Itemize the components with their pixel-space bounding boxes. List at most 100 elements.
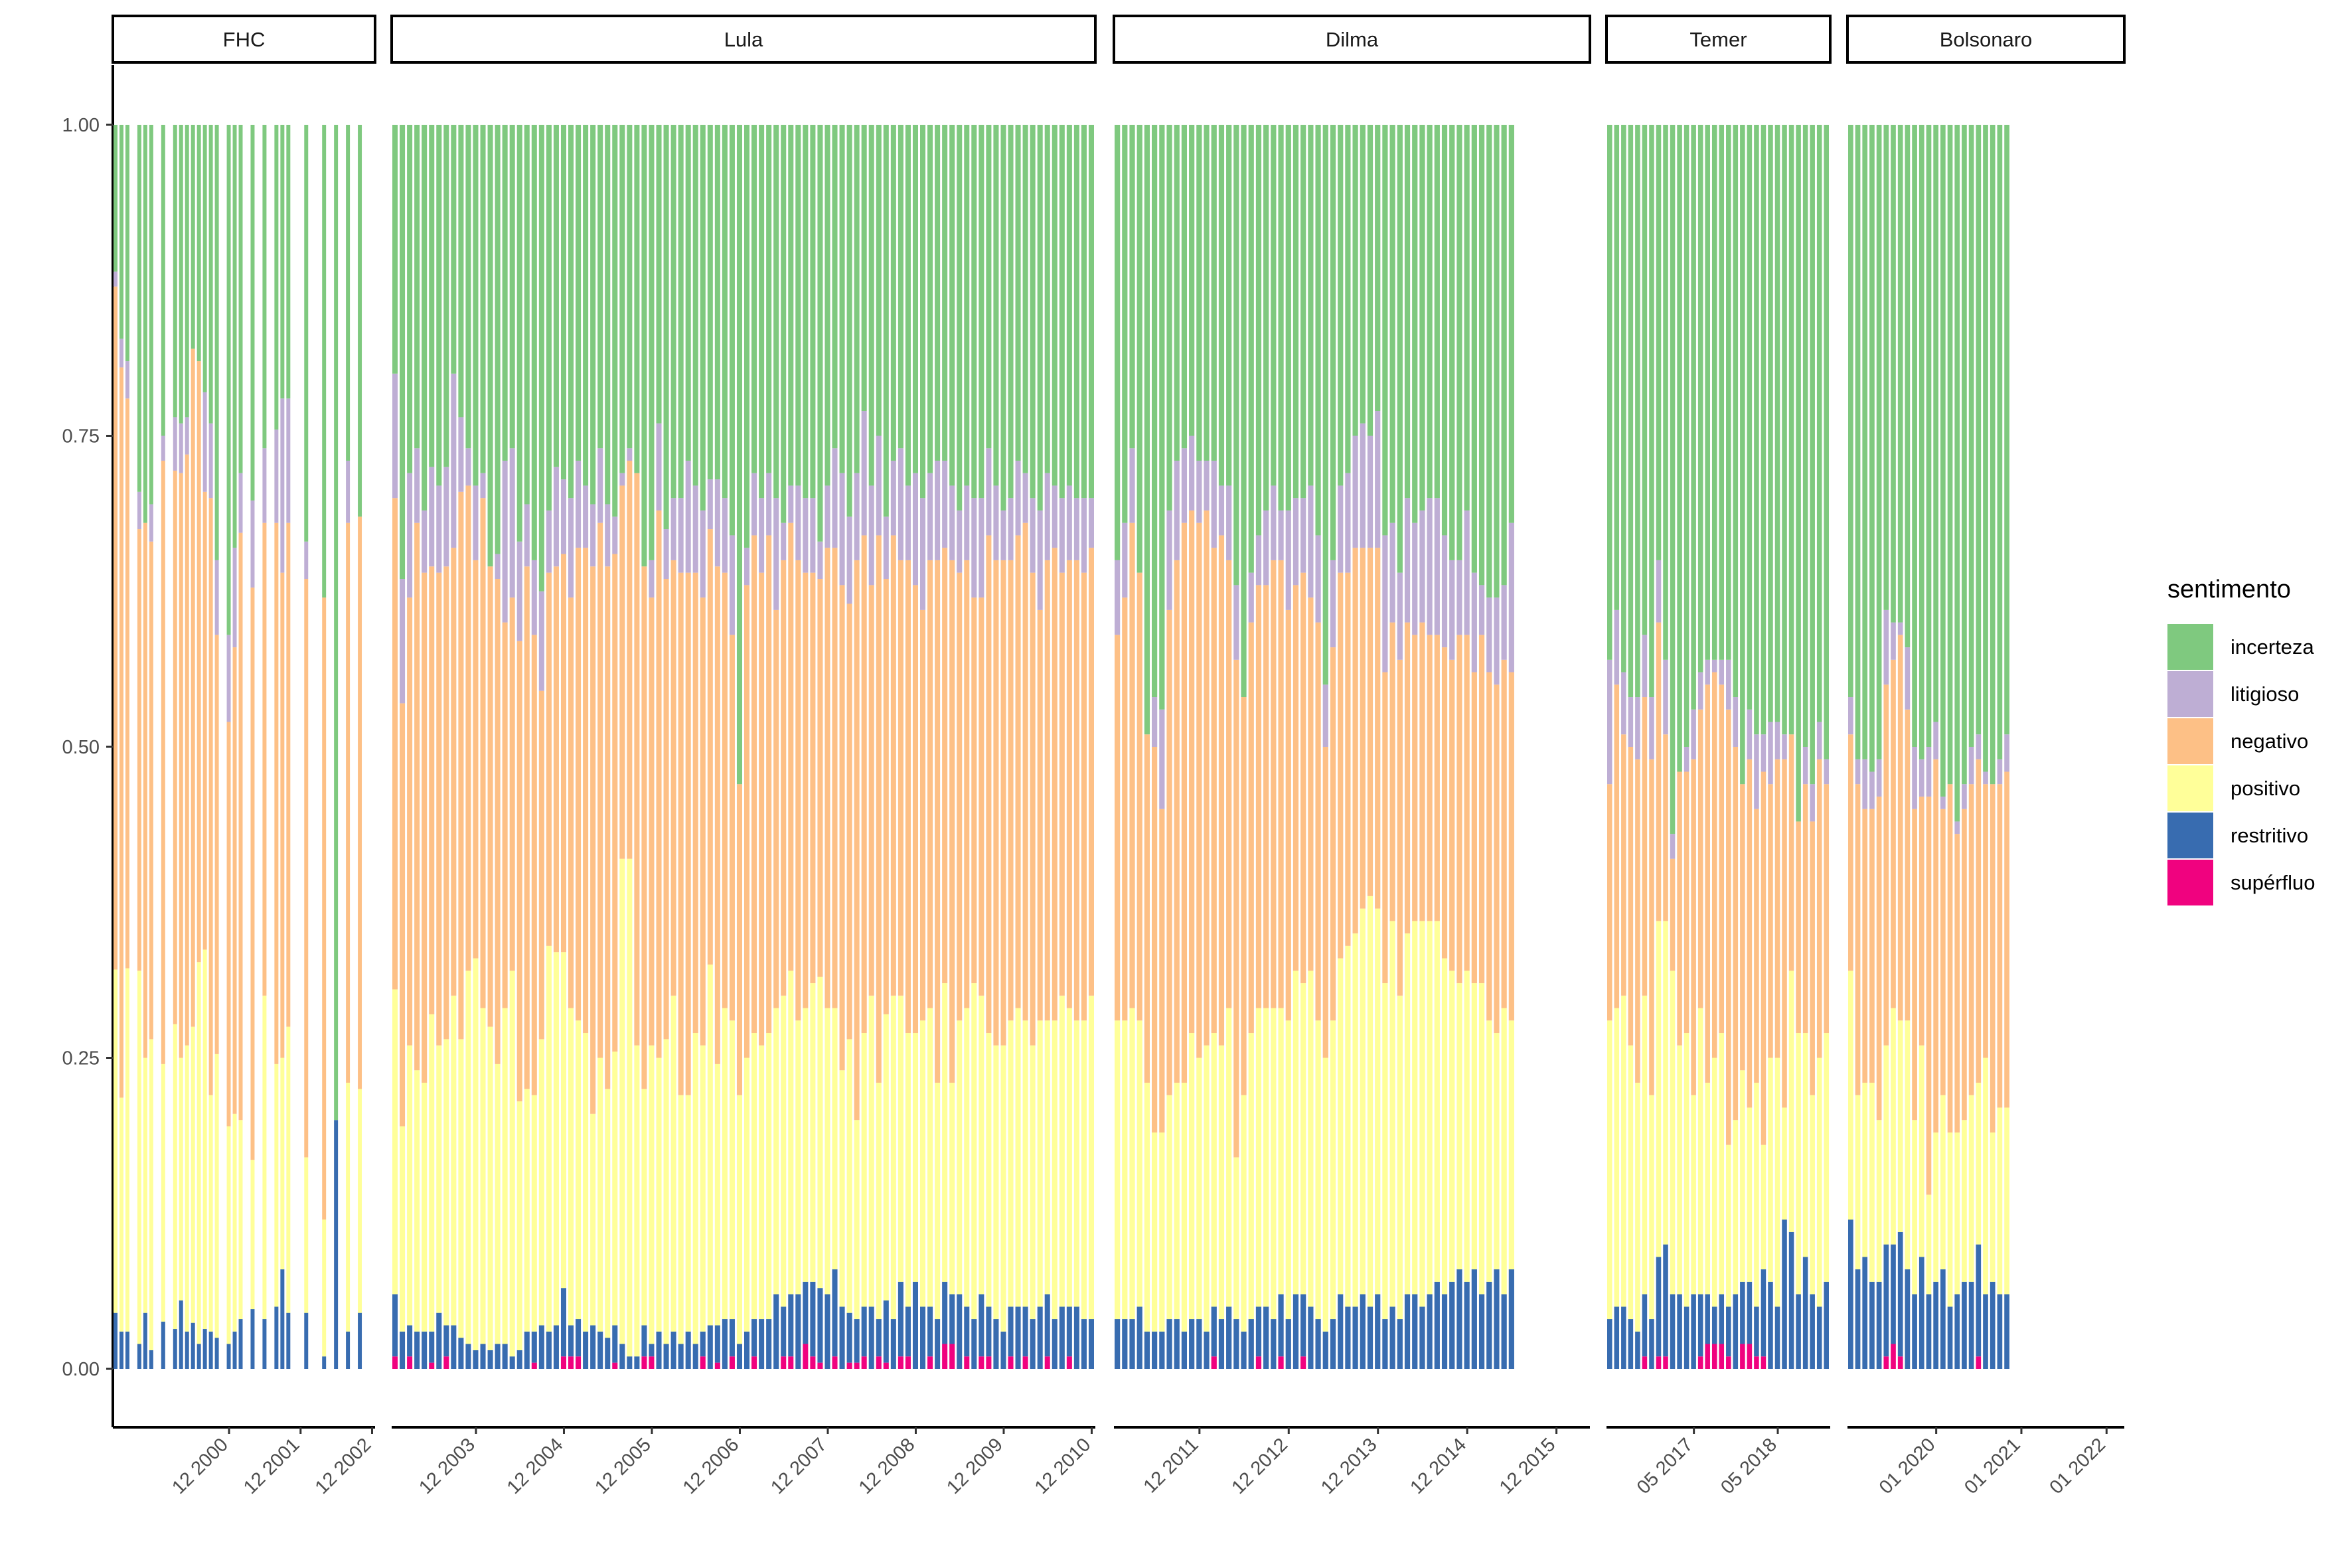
bar-segment [736, 784, 742, 1095]
bar-segment [1733, 125, 1739, 698]
bar-segment [905, 1033, 911, 1307]
bar-segment [627, 858, 633, 1357]
bar-segment [1308, 125, 1314, 486]
bar-segment [1434, 635, 1440, 921]
bar-segment [274, 522, 279, 1064]
x-tick-label: 12 2012 [1227, 1434, 1292, 1498]
bar-segment [1788, 1231, 1794, 1369]
bar-segment [1642, 635, 1648, 698]
bar-segment [1816, 1058, 1822, 1307]
bar-segment [1621, 672, 1626, 735]
bar-segment [1030, 572, 1036, 1046]
bar-segment [663, 579, 669, 1040]
bar-segment [1412, 635, 1418, 921]
bar-segment [1810, 1294, 1815, 1369]
bar-segment [759, 498, 765, 573]
bar-segment [436, 125, 442, 486]
x-tick-label: 12 2015 [1496, 1434, 1560, 1498]
bar-segment [1471, 125, 1477, 573]
bar-segment [1711, 1344, 1717, 1369]
bar-segment [935, 460, 941, 560]
bar-segment [1196, 125, 1202, 461]
bar-segment [663, 1039, 669, 1344]
bar-segment [722, 498, 728, 573]
bar-segment [957, 125, 963, 510]
bar-segment [1419, 1306, 1425, 1369]
x-tick-label: 12 2004 [503, 1434, 568, 1498]
bar-segment [942, 460, 948, 548]
bar-segment [1628, 1319, 1634, 1369]
bar-segment [1912, 1294, 1917, 1369]
bar-segment [161, 125, 165, 436]
bar-segment [1464, 125, 1470, 510]
bar-segment [495, 579, 501, 1064]
bar-segment [1912, 1120, 1917, 1294]
bar-segment [576, 1319, 582, 1357]
bar-segment [1278, 1356, 1284, 1369]
bar-segment [119, 1331, 123, 1369]
bar-segment [1144, 125, 1150, 735]
bar-segment [226, 635, 231, 722]
bar-segment [1196, 522, 1202, 1058]
bar-segment [1478, 125, 1485, 586]
bar-segment [1471, 572, 1477, 672]
bar-segment [714, 566, 720, 1064]
bar-segment [226, 125, 231, 635]
bar-segment [1782, 734, 1787, 759]
bar-segment [516, 125, 522, 542]
bar-segment [137, 529, 141, 971]
bar-segment [1181, 522, 1188, 1083]
bar-segment [202, 491, 207, 950]
bar-segment [1508, 125, 1514, 523]
bar-segment [1733, 697, 1739, 747]
bar-segment [1876, 796, 1882, 1121]
bar-segment [1211, 460, 1217, 548]
bar-segment [451, 995, 457, 1326]
bar-segment [846, 603, 852, 1040]
bar-segment [876, 1082, 882, 1320]
bar-segment [1308, 597, 1314, 971]
bar-segment [143, 1312, 147, 1369]
bar-segment [509, 125, 515, 449]
bar-segment [1189, 1319, 1195, 1369]
bar-segment [1434, 498, 1440, 635]
bar-segment [1962, 809, 1967, 1121]
bar-segment [1367, 435, 1373, 548]
bar-segment [736, 1344, 742, 1369]
bar-segment [280, 572, 285, 1058]
bar-segment [868, 995, 874, 1307]
bar-segment [1897, 1231, 1903, 1357]
bar-segment [173, 1024, 177, 1330]
bar-segment [1862, 809, 1868, 1083]
bar-segment [898, 995, 903, 1282]
bar-segment [1052, 125, 1058, 486]
bar-segment [846, 516, 852, 604]
bar-segment [1642, 125, 1648, 635]
bar-segment [538, 125, 544, 591]
bar-segment [1404, 622, 1411, 934]
bar-segment [524, 1331, 530, 1369]
bar-segment [1000, 125, 1006, 510]
bar-segment [1824, 759, 1829, 785]
bar-segment [1486, 1281, 1492, 1369]
bar-segment [1733, 747, 1739, 1121]
bar-segment [1166, 1319, 1172, 1369]
bar-segment [854, 560, 860, 1121]
bar-segment [1037, 609, 1043, 1021]
bar-segment [436, 1312, 442, 1369]
bar-segment [407, 597, 413, 1046]
bar-segment [1947, 784, 1953, 1133]
bar-segment [1621, 995, 1626, 1307]
bar-segment [1144, 734, 1150, 1083]
bar-segment [1360, 548, 1366, 909]
bar-segment [1308, 1306, 1314, 1369]
bar-segment [1947, 1132, 1953, 1307]
bar-segment [1152, 697, 1158, 747]
bar-segment [1211, 1356, 1217, 1369]
bar-segment [125, 398, 129, 969]
bar-segment [839, 1306, 845, 1369]
bar-segment [979, 1294, 984, 1357]
bar-segment [465, 485, 471, 971]
bar-segment [262, 448, 267, 523]
bar-segment [516, 1350, 522, 1369]
